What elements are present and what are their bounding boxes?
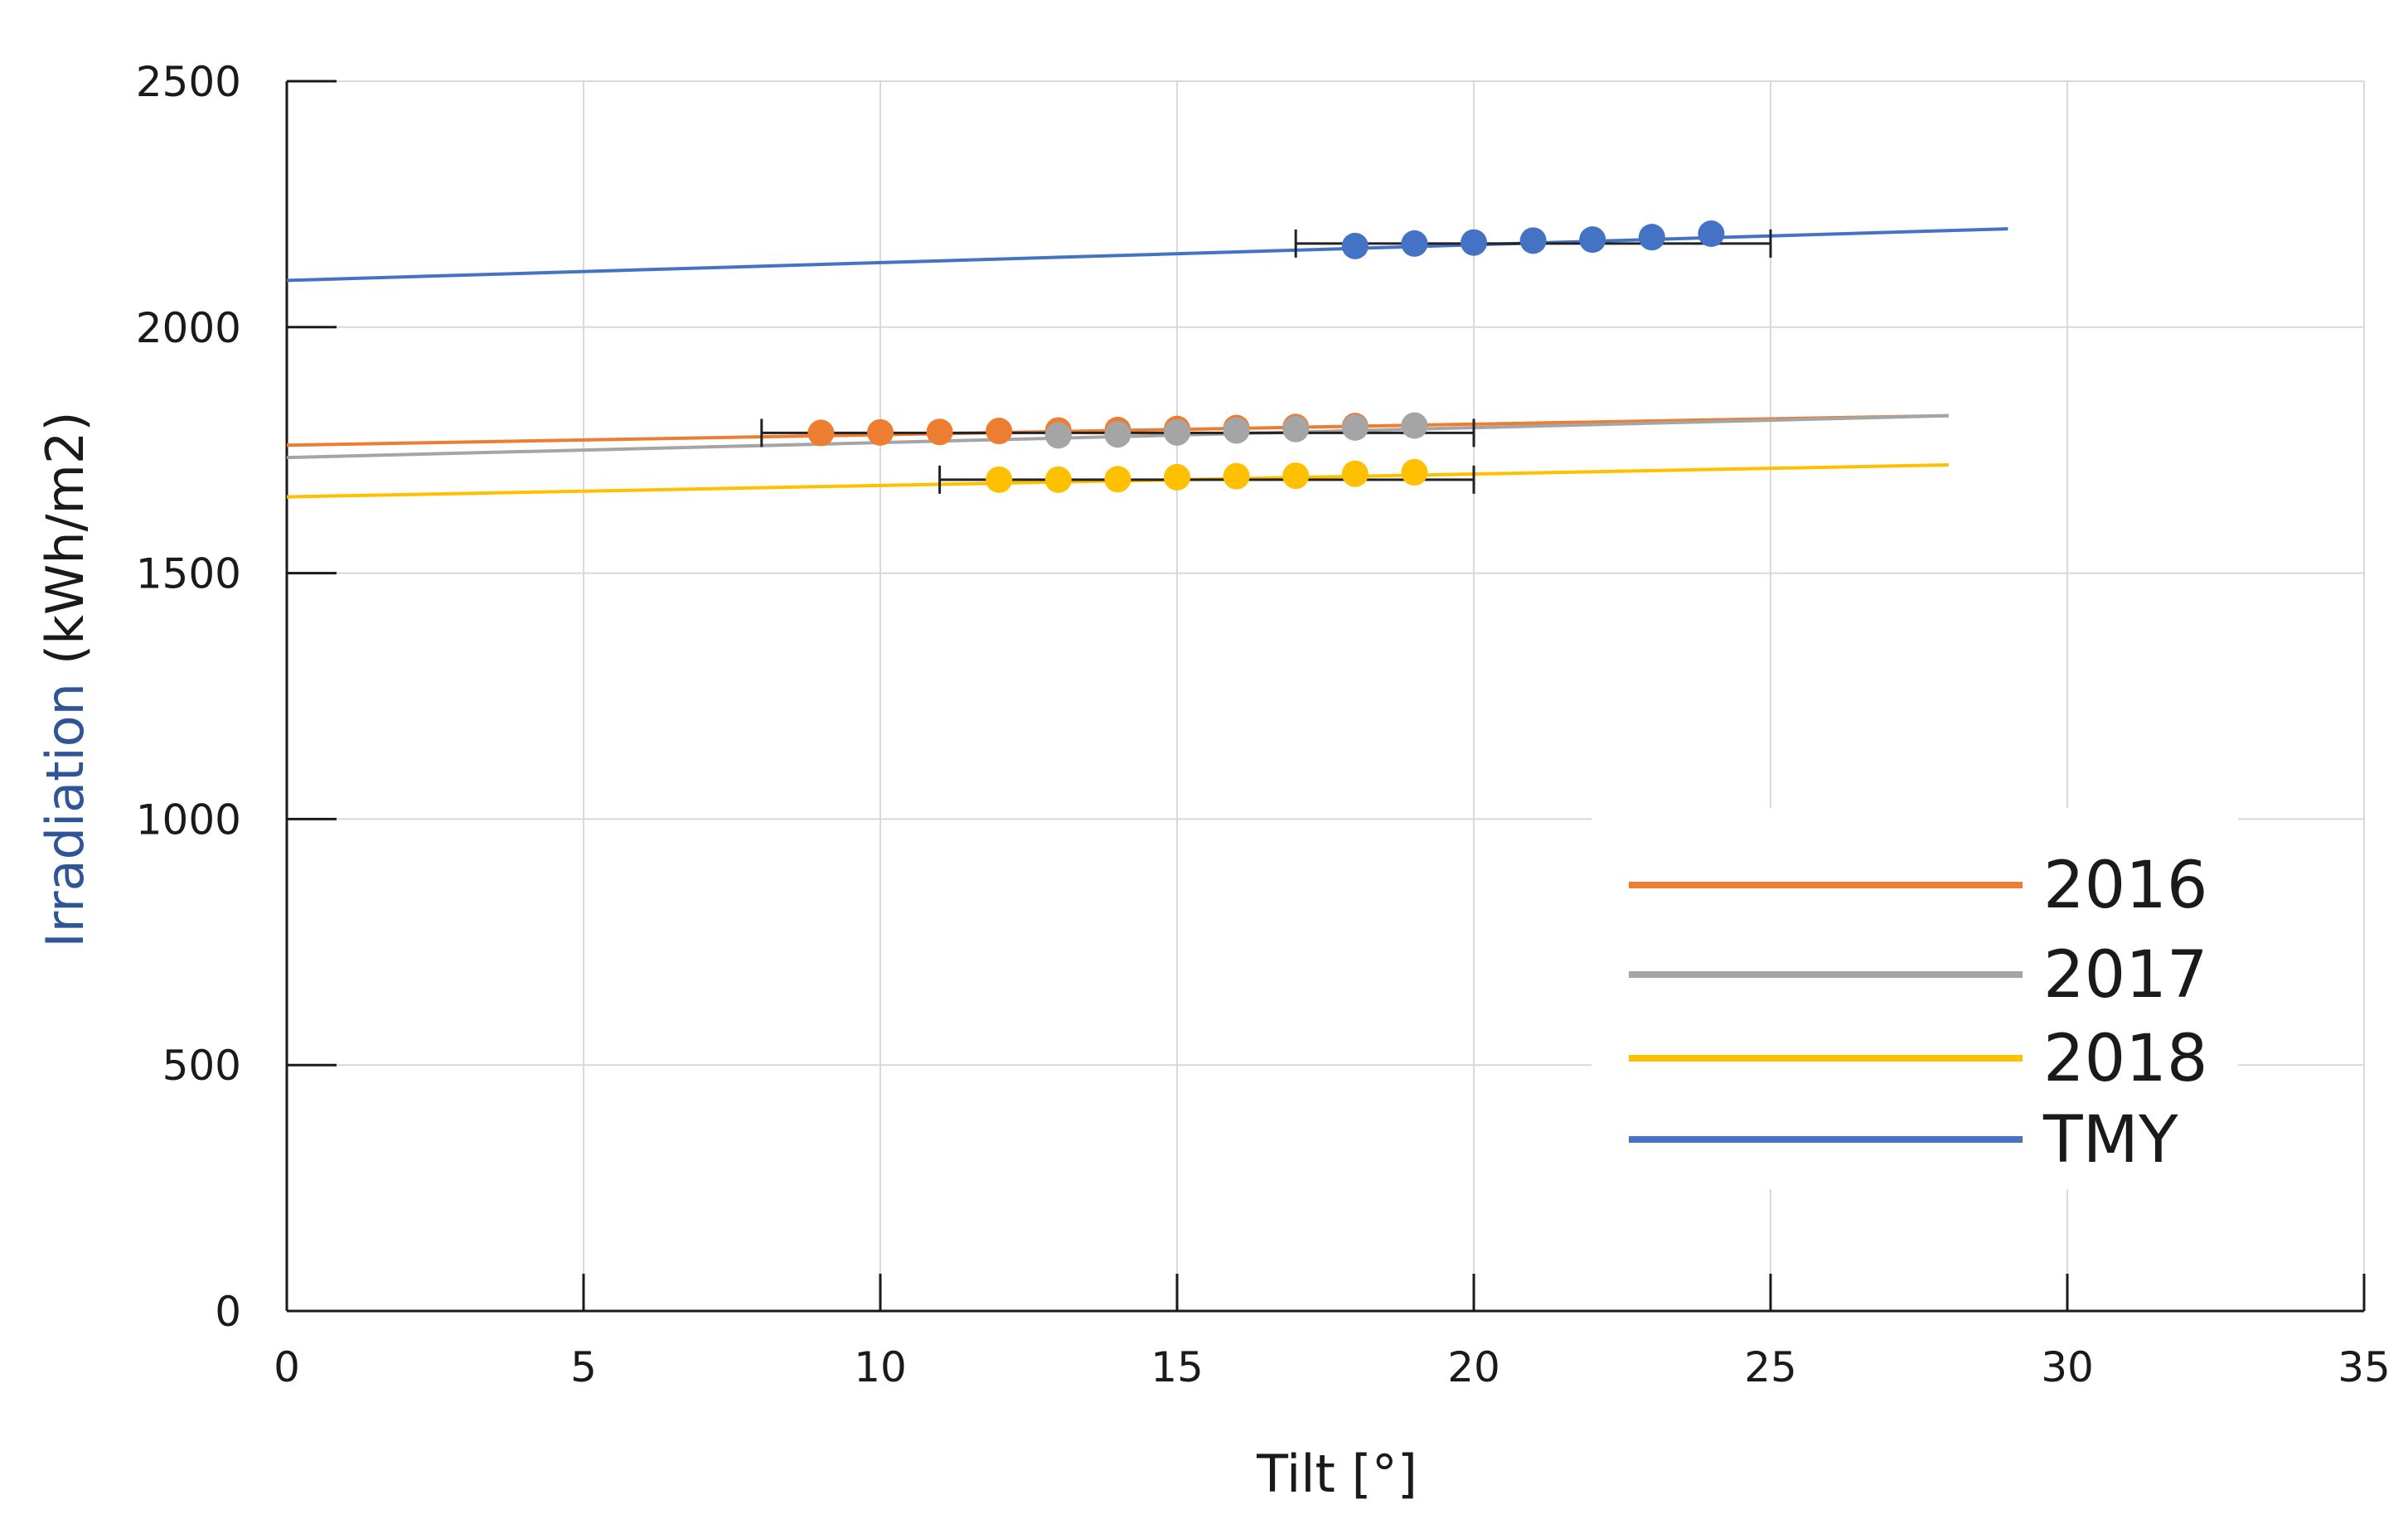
y-tick-label-1500: 1500 (136, 550, 241, 598)
data-point-2017-6 (1401, 412, 1428, 439)
x-tick-label-25: 25 (1744, 1343, 1797, 1391)
legend-box (1592, 808, 2238, 1189)
legend-label-TMY: TMY (2042, 1103, 2178, 1178)
data-points (807, 220, 1725, 493)
x-tick-label-5: 5 (570, 1343, 597, 1391)
x-tick-label-15: 15 (1151, 1343, 1204, 1391)
data-point-2018-5 (1282, 462, 1310, 490)
legend-label-2016: 2016 (2043, 849, 2208, 923)
data-point-TMY-4 (1579, 226, 1606, 254)
x-tick-label-35: 35 (2338, 1343, 2391, 1391)
y-tick-label-500: 500 (162, 1042, 241, 1090)
data-point-TMY-0 (1341, 232, 1369, 259)
data-point-TMY-1 (1401, 230, 1428, 257)
data-point-2018-3 (1164, 463, 1190, 491)
data-point-2017-4 (1282, 415, 1310, 443)
y-tick-label-2000: 2000 (136, 304, 241, 352)
data-point-2017-2 (1164, 418, 1190, 446)
data-point-2018-1 (1044, 466, 1072, 493)
data-point-TMY-2 (1461, 229, 1487, 256)
y-tick-label-1000: 1000 (136, 796, 241, 844)
x-tick-label-30: 30 (2041, 1343, 2094, 1391)
y-axis-title-unit: (kWh/m2) (35, 411, 95, 665)
data-point-2016-1 (867, 418, 894, 446)
x-tick-labels: 0 5 10 15 20 25 30 35 (274, 1343, 2391, 1391)
legend-label-2017: 2017 (2043, 938, 2208, 1013)
data-point-2018-2 (1104, 466, 1131, 493)
data-point-TMY-3 (1519, 227, 1547, 254)
data-point-2016-0 (807, 419, 835, 447)
data-point-2018-4 (1223, 462, 1250, 490)
data-point-2016-2 (926, 418, 953, 446)
data-point-2017-0 (1044, 422, 1072, 449)
y-axis-title-main: Irradiation (35, 683, 95, 948)
data-point-2017-1 (1104, 421, 1131, 448)
data-point-2018-0 (986, 466, 1013, 493)
y-tick-labels: 0 500 1000 1500 2000 2500 (136, 58, 241, 1336)
legend-label-2018: 2018 (2043, 1022, 2208, 1096)
data-point-2017-5 (1341, 414, 1369, 441)
data-point-TMY-5 (1638, 224, 1665, 251)
x-tick-label-10: 10 (854, 1343, 907, 1391)
y-tick-label-2500: 2500 (136, 58, 241, 106)
data-point-2018-7 (1401, 458, 1428, 486)
data-point-TMY-6 (1698, 220, 1725, 248)
data-point-2016-3 (986, 418, 1013, 445)
x-tick-label-20: 20 (1447, 1343, 1500, 1391)
data-point-2018-6 (1341, 460, 1369, 487)
data-point-2017-3 (1223, 417, 1250, 444)
y-axis-title: Irradiation (kWh/m2) (35, 411, 95, 947)
x-tick-label-0: 0 (274, 1343, 300, 1391)
y-tick-label-0: 0 (215, 1288, 241, 1336)
x-axis-title: Tilt [°] (1256, 1444, 1417, 1504)
axes (285, 80, 2366, 1313)
